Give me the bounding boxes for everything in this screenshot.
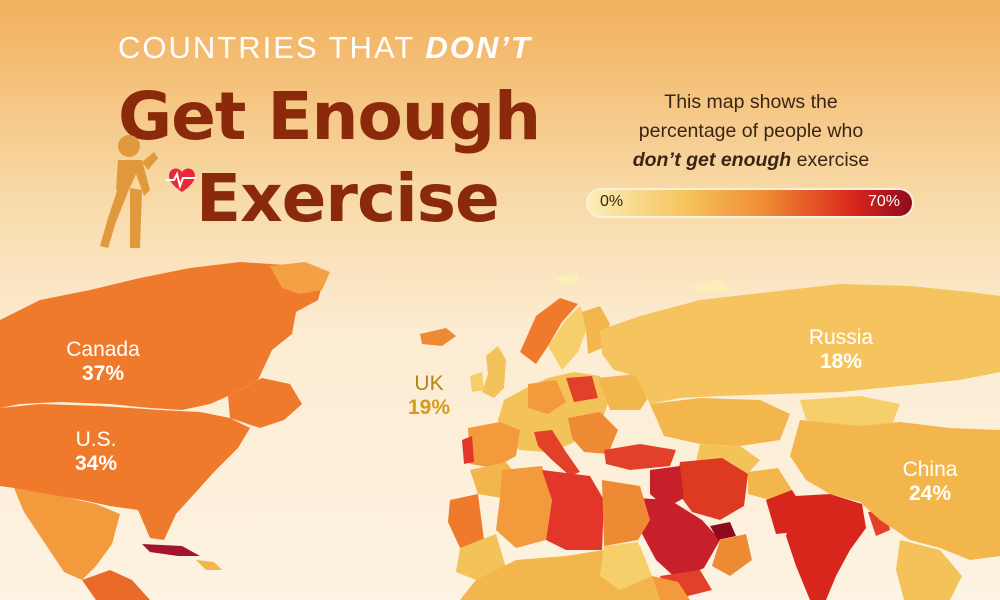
region-uk	[482, 346, 506, 398]
label-us: U.S. 34%	[74, 428, 118, 475]
region-india	[786, 494, 866, 600]
region-ireland	[470, 372, 484, 392]
title-kicker: COUNTRIES THAT DON’T	[118, 30, 532, 65]
region-uae	[710, 522, 736, 540]
region-southeast-asia	[896, 540, 962, 600]
region-china	[790, 420, 1000, 560]
region-afghanistan	[748, 468, 792, 500]
region-canada	[0, 262, 325, 410]
label-china: China 24%	[902, 458, 958, 505]
region-poland	[566, 376, 598, 402]
region-western-sahara	[448, 494, 484, 548]
map-description: This map shows the percentage of people …	[596, 88, 906, 175]
region-libya	[542, 470, 604, 550]
region-arctic-islands	[690, 280, 732, 294]
region-portugal	[462, 436, 474, 464]
region-mexico	[14, 488, 120, 580]
title-line-2: Exercise	[196, 160, 500, 237]
region-norway	[520, 298, 578, 364]
description-line-3: don’t get enough exercise	[632, 149, 870, 171]
region-greenland	[270, 262, 330, 294]
region-cuba	[142, 544, 200, 556]
label-russia: Russia 18%	[808, 326, 874, 373]
heart-pulse-icon	[166, 168, 196, 192]
region-balkans	[568, 412, 618, 454]
region-mongolia	[800, 396, 900, 428]
region-caribbean	[196, 560, 222, 570]
exercising-figure-icon	[100, 135, 196, 248]
region-mauritania	[456, 534, 506, 580]
legend-min-label: 0%	[600, 193, 624, 210]
region-egypt	[602, 480, 650, 546]
color-scale-legend: 0% 70%	[588, 190, 912, 216]
region-russia	[600, 284, 1000, 404]
region-saudi	[636, 498, 720, 580]
region-kazakhstan	[650, 398, 790, 446]
region-svalbard	[556, 272, 580, 286]
region-horn	[652, 576, 690, 600]
region-canada-east	[228, 378, 302, 428]
region-algeria	[496, 466, 552, 548]
region-iraq	[650, 466, 684, 508]
legend-max-label: 70%	[867, 193, 900, 210]
region-iran	[676, 458, 748, 520]
title-line-1: Get Enough	[118, 78, 541, 155]
label-uk: UK 19%	[407, 372, 451, 419]
region-iberia	[468, 422, 520, 468]
region-central-america	[82, 570, 150, 600]
region-iceland	[420, 328, 456, 346]
region-oman	[712, 534, 752, 576]
region-ukraine	[598, 374, 652, 410]
description-line-2: percentage of people who	[638, 120, 864, 142]
label-canada: Canada 37%	[66, 338, 140, 385]
region-sweden	[548, 306, 588, 370]
region-germany	[528, 380, 566, 414]
description-line-1: This map shows the	[664, 91, 838, 113]
region-sudan	[600, 542, 652, 590]
region-usa	[0, 404, 250, 540]
region-turkey	[604, 444, 676, 470]
region-italy	[534, 430, 580, 476]
